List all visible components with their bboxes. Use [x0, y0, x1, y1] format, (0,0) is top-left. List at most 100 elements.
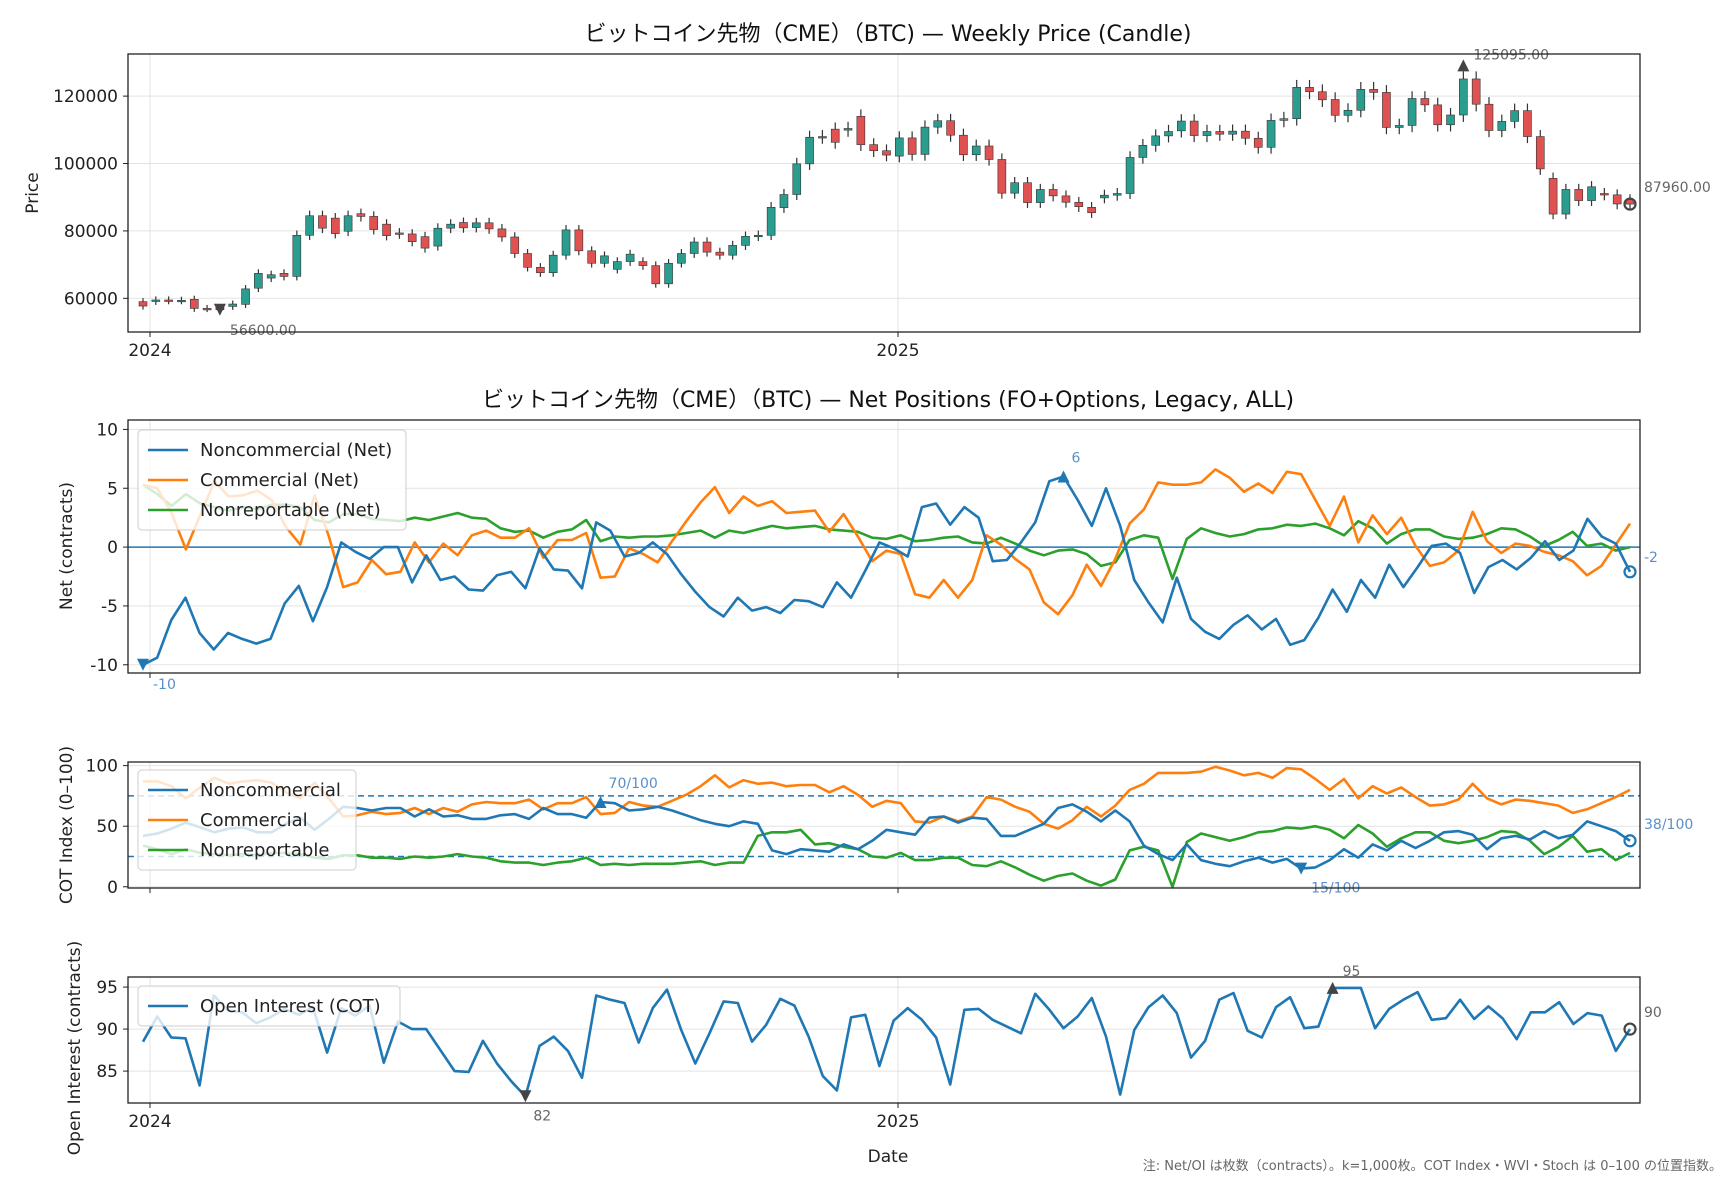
max-label: 70/100 — [609, 776, 658, 792]
candle-body — [1177, 120, 1186, 132]
last-marker — [1623, 834, 1637, 848]
price-y-tick-labels: 60000 80000 100000 120000 — [53, 87, 118, 309]
candle-body — [561, 229, 571, 256]
candle-body — [279, 273, 289, 277]
candle-body — [189, 299, 199, 309]
x-tick-label: 2024 — [128, 341, 171, 361]
oi-annotations: 82 95 90 — [519, 964, 1662, 1124]
candle-body — [1279, 118, 1289, 121]
y-tick-label: -5 — [101, 597, 118, 617]
candle-body — [664, 262, 673, 285]
price-y-axis-label: Price — [23, 172, 43, 213]
y-tick-label: 0 — [107, 538, 118, 558]
candle-body — [779, 194, 789, 208]
candle-body — [1574, 189, 1584, 201]
oi-y-tick-labels: 85 90 95 — [96, 978, 118, 1082]
legend-label: Nonreportable (Net) — [200, 500, 381, 521]
price-candles — [138, 71, 1635, 314]
candle-body — [997, 159, 1007, 194]
y-tick-label: 100000 — [53, 155, 118, 175]
legend-label: Commercial (Net) — [200, 470, 359, 491]
candle-body — [1330, 99, 1340, 116]
candle-body — [523, 253, 532, 268]
price-annotations: 125095.00 56600.00 87960.00 — [213, 47, 1711, 339]
candle-body — [792, 163, 802, 195]
series-line — [142, 475, 1632, 666]
y-tick-label: 50 — [96, 817, 118, 837]
candle-body — [766, 207, 776, 236]
series-line — [142, 800, 1631, 870]
candle-body — [1305, 87, 1314, 93]
candle-body — [907, 137, 917, 155]
candle-body — [1600, 193, 1609, 196]
candle-body — [1446, 114, 1455, 126]
candle-body — [1010, 182, 1019, 194]
candle-body — [702, 241, 712, 253]
candle-body — [1471, 78, 1481, 105]
y-tick-label: 85 — [96, 1062, 118, 1082]
cot-plot-frame — [127, 761, 1641, 889]
candle-body — [689, 241, 699, 254]
candle-body — [343, 215, 353, 232]
price-chart-title: ビットコイン先物（CME）（BTC) — Weekly Price (Candl… — [584, 22, 1191, 47]
candle-body — [1048, 189, 1058, 197]
net-annotations: -10 6 -2 — [137, 450, 1658, 693]
candle-body — [1087, 207, 1096, 214]
min-label: -10 — [153, 677, 176, 693]
candle-body — [254, 273, 263, 289]
candle-body — [292, 234, 302, 277]
candle-body — [805, 136, 814, 165]
candle-body — [574, 229, 584, 252]
candle-body — [1074, 201, 1084, 207]
legend-label: Commercial — [200, 810, 308, 831]
candle-body — [330, 217, 340, 234]
cot-series-lines — [142, 765, 1631, 889]
candle-body — [1535, 136, 1545, 170]
candle-body — [1138, 145, 1148, 158]
max-marker — [594, 795, 607, 808]
net-y-axis-label: Net (contracts) — [57, 482, 77, 610]
candle-body — [1433, 104, 1443, 126]
y-tick-label: 80000 — [64, 222, 118, 242]
candle-body — [151, 299, 161, 302]
net-plot-frame — [127, 419, 1641, 674]
candle-body — [356, 213, 366, 217]
candle-body — [625, 253, 635, 262]
oi-y-axis-label: Open Interest (contracts) — [65, 941, 85, 1155]
candle-body — [1125, 157, 1135, 194]
candle-body — [1343, 109, 1353, 116]
candle-body — [318, 215, 327, 229]
candle-body — [548, 254, 558, 273]
candle-body — [856, 116, 866, 145]
min-label: 82 — [533, 1108, 551, 1124]
candle-body — [1497, 121, 1507, 131]
candle-body — [1036, 189, 1045, 203]
net-legend: Noncommercial (Net) Commercial (Net) Nonre… — [137, 429, 407, 531]
cot-y-tick-labels: 0 50 100 — [86, 757, 118, 898]
y-tick-label: 100 — [86, 757, 118, 777]
y-tick-label: 5 — [107, 479, 118, 499]
candle-body — [1587, 186, 1596, 201]
oi-legend: Open Interest (COT) — [137, 985, 401, 1027]
legend-box — [137, 985, 401, 1027]
oi-series-lines — [141, 986, 1632, 1098]
candle-body — [1407, 98, 1417, 126]
candle-body — [1382, 92, 1391, 128]
candle-body — [984, 145, 994, 160]
candle-body — [369, 216, 379, 230]
candle-body — [600, 255, 609, 264]
last-marker — [1623, 565, 1637, 579]
last-label: -2 — [1644, 550, 1658, 566]
candle-body — [741, 236, 750, 246]
min-marker — [1295, 862, 1308, 875]
candle-body — [1318, 91, 1327, 101]
max-marker — [1326, 981, 1339, 994]
candle-body — [241, 288, 250, 305]
candle-body — [536, 267, 545, 273]
candle-body — [920, 126, 930, 155]
candle-body — [1189, 120, 1199, 136]
price-x-tick-labels: 2024 2025 — [128, 341, 919, 361]
candle-body — [1561, 189, 1571, 215]
candle-body — [1356, 89, 1366, 111]
